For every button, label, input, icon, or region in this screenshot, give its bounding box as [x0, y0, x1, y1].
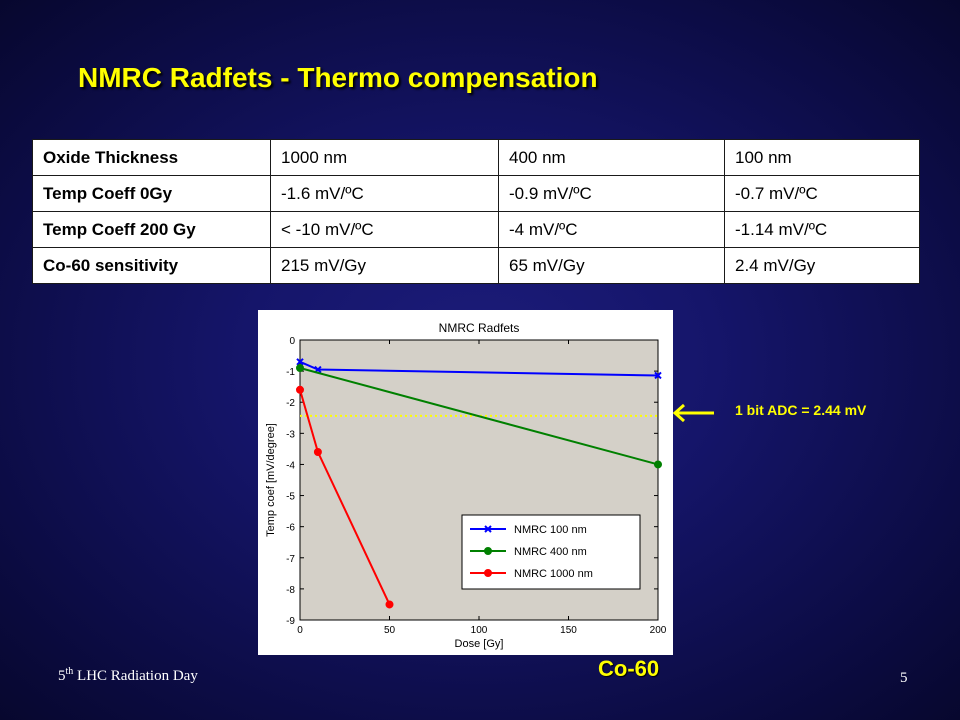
table-cell: 215 mV/Gy [270, 247, 499, 284]
y-tick-label: -5 [286, 492, 295, 503]
table-cell: 65 mV/Gy [498, 247, 725, 284]
y-axis-label: Temp coef [mV/degree] [265, 423, 277, 537]
row-header: Oxide Thickness [32, 139, 271, 176]
table-cell: -1.14 mV/ºC [724, 211, 920, 248]
source-label: Co-60 [598, 656, 660, 681]
y-tick-label: -3 [286, 429, 295, 440]
x-tick-label: 50 [384, 625, 396, 636]
table-cell: -1.6 mV/ºC [270, 175, 499, 212]
legend-label: NMRC 1000 nm [514, 568, 593, 580]
footer-sup: th [65, 666, 74, 677]
table-cell: < -10 mV/ºC [270, 211, 499, 248]
table-row: Temp Coeff 200 Gy < -10 mV/ºC -4 mV/ºC -1.1… [32, 211, 920, 248]
chart-container: NMRC Radfets 0 50 100 150 200 0 -1 -2 -3 -4 -5 -6 -7 -… [258, 310, 673, 655]
left-arrow-icon [672, 403, 714, 423]
radfet-chart: NMRC Radfets 0 50 100 150 200 0 -1 -2 -3 -4 -5 -6 -7 -… [265, 321, 667, 650]
y-tick-label: -9 [286, 616, 295, 627]
table-cell: -0.7 mV/ºC [724, 175, 920, 212]
table-row: Co-60 sensitivity 215 mV/Gy 65 mV/Gy 2.4 mV… [32, 247, 920, 284]
data-point [313, 448, 322, 456]
y-tick-label: 0 [289, 336, 295, 347]
data-point [484, 569, 492, 577]
x-axis-label: Dose [Gy] [455, 638, 504, 650]
data-point [296, 364, 304, 372]
table-cell: -0.9 mV/ºC [498, 175, 725, 212]
table-cell: 100 nm [724, 139, 920, 176]
y-tick-label: -6 [286, 523, 295, 534]
data-point [654, 371, 662, 380]
series-line [299, 367, 659, 466]
adc-annotation: 1 bit ADC = 2.44 mV [735, 402, 867, 418]
table-cell: 1000 nm [270, 139, 499, 176]
table-cell: 2.4 mV/Gy [724, 247, 920, 284]
table-cell: -4 mV/ºC [498, 211, 725, 248]
data-point [654, 460, 662, 469]
footer-event: 5th LHC Radiation Day [58, 666, 198, 685]
footer-text: LHC Radiation Day [73, 668, 198, 684]
y-tick-label: -1 [286, 367, 295, 378]
x-tick-label: 100 [471, 625, 488, 636]
table-cell: 400 nm [498, 139, 725, 176]
x-tick-label: 200 [650, 625, 667, 636]
y-tick-label: -8 [286, 585, 295, 596]
y-tick-label: -7 [286, 554, 295, 565]
data-point [296, 385, 304, 394]
footer-prefix: 5 [58, 668, 66, 684]
legend-label: NMRC 400 nm [514, 546, 587, 558]
row-header: Co-60 sensitivity [32, 247, 271, 284]
chart-title: NMRC Radfets [439, 321, 520, 335]
legend-label: NMRC 100 nm [514, 524, 587, 536]
x-tick-label: 0 [297, 625, 303, 636]
slide-title: NMRC Radfets - Thermo compensation [78, 62, 598, 93]
row-header: Temp Coeff 200 Gy [32, 211, 271, 248]
y-tick-label: -2 [286, 398, 295, 409]
data-point [296, 358, 304, 366]
data-point [484, 525, 492, 533]
x-tick-label: 150 [560, 625, 577, 636]
y-tick-label: -4 [286, 460, 295, 471]
table-row: Oxide Thickness 1000 nm 400 nm 100 nm [32, 139, 920, 176]
page-number: 5 [900, 670, 908, 686]
data-point [484, 547, 492, 555]
data-point [385, 600, 394, 609]
row-header: Temp Coeff 0Gy [32, 175, 271, 212]
table-row: Temp Coeff 0Gy -1.6 mV/ºC -0.9 mV/ºC -0.7 m… [32, 175, 920, 212]
oxide-comparison-table: Oxide Thickness 1000 nm 400 nm 100 nm Temp C… [32, 139, 920, 284]
